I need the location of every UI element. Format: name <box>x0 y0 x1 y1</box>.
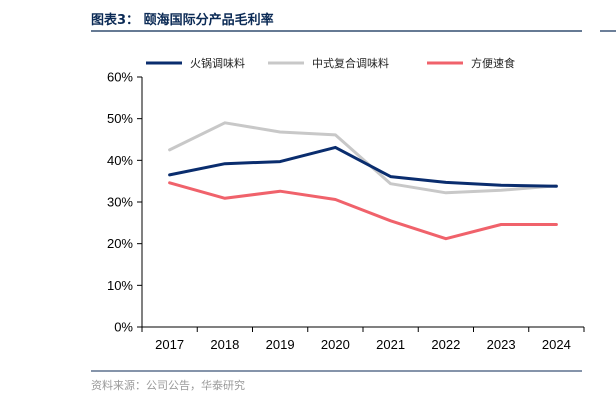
x-tick-label: 2024 <box>542 337 571 352</box>
y-tick-label: 40% <box>107 153 133 168</box>
chart-title: 图表3： 颐海国际分产品毛利率 <box>91 12 274 28</box>
x-tick-label: 2020 <box>321 337 350 352</box>
y-ticks: 0% 10% 20% 30% 40% 50% 60% <box>107 70 142 335</box>
y-tick-label: 60% <box>107 70 133 85</box>
series-line-3 <box>168 181 558 241</box>
x-tick-label: 2018 <box>210 337 239 352</box>
legend-label: 火锅调味料 <box>190 56 245 70</box>
y-tick-label: 50% <box>107 111 133 126</box>
y-tick-label: 30% <box>107 195 133 210</box>
y-tick-label: 10% <box>107 278 133 293</box>
x-tick-label: 2023 <box>487 337 516 352</box>
y-tick-label: 20% <box>107 236 133 251</box>
series-layer <box>168 121 558 241</box>
legend-label: 中式复合调味料 <box>312 56 389 70</box>
x-tick-label: 2019 <box>266 337 295 352</box>
x-tick-label: 2017 <box>155 337 184 352</box>
series-line-1 <box>168 145 558 188</box>
legend: 火锅调味料 中式复合调味料 方便速食 <box>146 56 515 70</box>
x-tick-label: 2021 <box>376 337 405 352</box>
x-ticks: 2017 2018 2019 2020 2021 2022 2023 2024 <box>141 327 585 352</box>
y-tick-label: 0% <box>114 320 133 335</box>
legend-label: 方便速食 <box>471 56 515 70</box>
series-line-2 <box>168 121 558 195</box>
source-note: 资料来源：公司公告，华泰研究 <box>91 378 245 392</box>
x-tick-label: 2022 <box>431 337 460 352</box>
